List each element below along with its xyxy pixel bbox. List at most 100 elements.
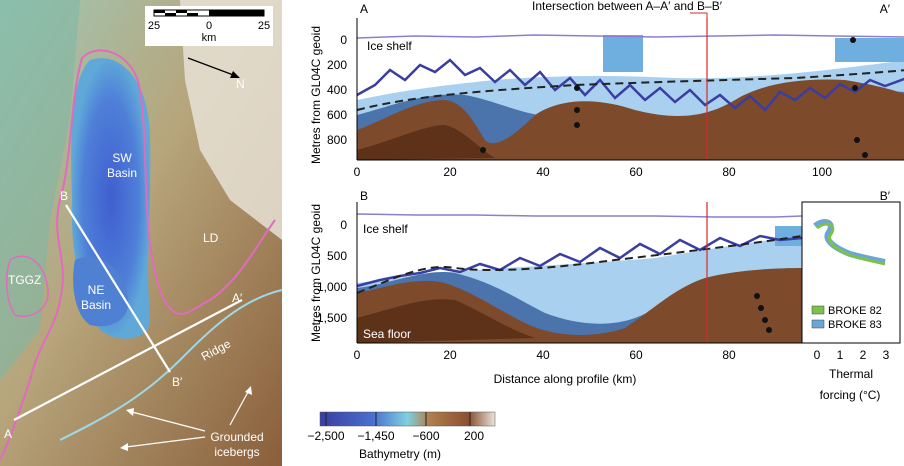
- grounded-label-2: icebergs: [214, 445, 259, 459]
- top-ctd-point: [480, 147, 486, 153]
- iceberg-arrowhead-3-icon: [245, 386, 252, 395]
- top-ctd-point: [574, 107, 580, 113]
- iceberg-pointer-2: [125, 436, 206, 448]
- ld-label: LD: [203, 231, 219, 245]
- top-ylabel: Metres from GL04C geoid: [309, 26, 323, 164]
- colorbar-tick-label: −2,500: [307, 429, 344, 443]
- north-label: N: [236, 77, 245, 91]
- grounding-line-east: [81, 49, 276, 315]
- point-b-prime-label: B′: [172, 375, 183, 389]
- bottom-ice-shelf-label: Ice shelf: [363, 222, 408, 236]
- bottom-ice-surface: [356, 213, 803, 218]
- inset-xtick: 0: [814, 348, 821, 362]
- inset-xlabel-1: Thermal: [829, 367, 873, 381]
- legend-broke82: BROKE 82: [828, 305, 882, 317]
- top-ctd-point: [854, 137, 860, 143]
- iceberg-pointer-3: [229, 391, 249, 426]
- top-right-label: A′: [880, 2, 891, 16]
- thermal-inset: BROKE 82 BROKE 83 0 1 2 3 Thermal: [801, 201, 901, 381]
- ne-basin-area: [73, 256, 129, 327]
- bottom-ytick: 0: [340, 218, 347, 232]
- bottom-left-label: B: [360, 189, 368, 203]
- top-xtick: 40: [536, 165, 550, 179]
- top-xtick: 100: [812, 165, 832, 179]
- bottom-ctd-point: [754, 293, 760, 299]
- legend-swatch-broke83: [811, 319, 825, 329]
- top-ytick: 400: [327, 83, 347, 97]
- bottom-xtick: 40: [536, 348, 550, 362]
- top-ytick: 800: [327, 133, 347, 147]
- top-plot-area: [356, 18, 904, 160]
- iceberg-arrowhead-1-icon: [126, 408, 134, 416]
- north-arrowhead-icon: [230, 71, 240, 78]
- profile-b-panel: B B′ Metres from GL04C geoid Ice shelf S…: [309, 189, 901, 386]
- top-bedrock: [357, 125, 495, 160]
- profile-a-panel: A A′ Intersection between A–A′ and B–B′ …: [309, 0, 904, 179]
- legend-broke83: BROKE 83: [828, 319, 882, 331]
- scale-mid: 0: [206, 20, 212, 32]
- top-ytick: 0: [340, 33, 347, 47]
- bathymetry-map: 25 0 25 km N SW Basin NE Basin TGGZ LD R…: [0, 0, 282, 466]
- ne-basin-label-1: NE: [88, 283, 105, 297]
- top-ctd-point: [862, 152, 868, 158]
- bottom-xtick: 80: [722, 348, 736, 362]
- top-model-line: [356, 69, 904, 111]
- north-arrow-icon: [187, 57, 237, 77]
- ne-basin-label-2: Basin: [81, 298, 111, 312]
- bottom-ylabel: Metres from GL04C geoid: [309, 204, 323, 342]
- inset-xtick: 2: [860, 348, 867, 362]
- top-water-patch: [603, 35, 643, 72]
- scale-right: 25: [258, 20, 270, 32]
- sw-basin-label-1: SW: [112, 151, 132, 165]
- profile-line-a: [13, 299, 243, 421]
- colorbar-tick-label: −600: [412, 429, 439, 443]
- legend-swatch-broke82: [811, 305, 825, 315]
- colorbar-tick-label: −1,450: [357, 429, 394, 443]
- top-left-label: A: [360, 2, 368, 16]
- scale-seg: [187, 13, 198, 16]
- ice-front: [59, 289, 282, 441]
- intersection-label: Intersection between A–A′ and B–B′: [532, 0, 723, 13]
- bathymetry-colorbar: −2,500 −1,450 −600 200 Bathymetry (m): [307, 411, 496, 461]
- scale-seg: [165, 13, 176, 16]
- bottom-ice-base: [356, 234, 803, 288]
- colorbar-label: Bathymetry (m): [359, 447, 441, 461]
- colorbar-gradient: [319, 411, 496, 427]
- point-b-label: B: [60, 189, 68, 203]
- scale-seg: [209, 10, 264, 16]
- inset-xlabel-2: forcing (°C): [819, 388, 881, 402]
- top-xtick: 60: [629, 165, 643, 179]
- grounded-label-1: Grounded: [210, 430, 263, 444]
- top-seafloor: [357, 79, 904, 160]
- bottom-ytick: 500: [327, 249, 347, 263]
- bottom-ctd-point: [766, 327, 772, 333]
- scale-seg: [154, 10, 165, 13]
- top-ctd-point: [850, 37, 856, 43]
- bottom-xtick: 0: [354, 348, 361, 362]
- bottom-xtick: 60: [629, 348, 643, 362]
- top-ice-surface: [356, 34, 904, 39]
- colorbar-tick-label: 200: [464, 429, 484, 443]
- bottom-bedrock: [357, 299, 535, 343]
- iceberg-arrowhead-2-icon: [120, 443, 128, 451]
- coastal-region: [0, 0, 80, 380]
- bottom-ytick: 1,500: [317, 311, 347, 325]
- iceberg-pointer-1: [131, 411, 206, 432]
- bottom-ctd-point: [758, 305, 764, 311]
- inset-broke82-line: [816, 222, 886, 266]
- top-ctd-point: [574, 122, 580, 128]
- inset-xtick: 1: [837, 348, 844, 362]
- top-xtick: 80: [722, 165, 736, 179]
- top-ctd-point: [852, 85, 858, 91]
- top-ytick: 600: [327, 108, 347, 122]
- sea-floor-label: Sea floor: [363, 327, 411, 341]
- bottom-xtick: 20: [443, 348, 457, 362]
- bottom-ytick: 1,000: [317, 280, 347, 294]
- grounding-line-west: [0, 57, 83, 461]
- tggz-label: TGGZ: [8, 273, 41, 287]
- sw-basin-label-2: Basin: [107, 166, 137, 180]
- top-ctd-point: [574, 85, 580, 91]
- top-ice-base: [356, 58, 904, 112]
- ice-region: [180, 0, 282, 240]
- bottom-right-label: B′: [880, 189, 891, 203]
